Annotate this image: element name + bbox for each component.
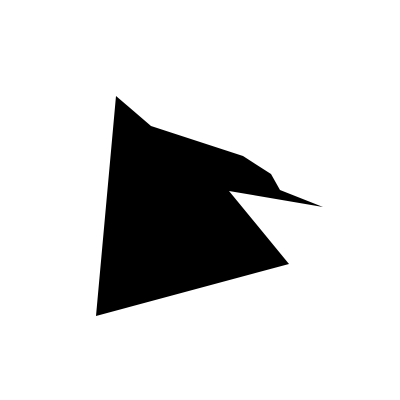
striped-polygon	[96, 96, 323, 316]
